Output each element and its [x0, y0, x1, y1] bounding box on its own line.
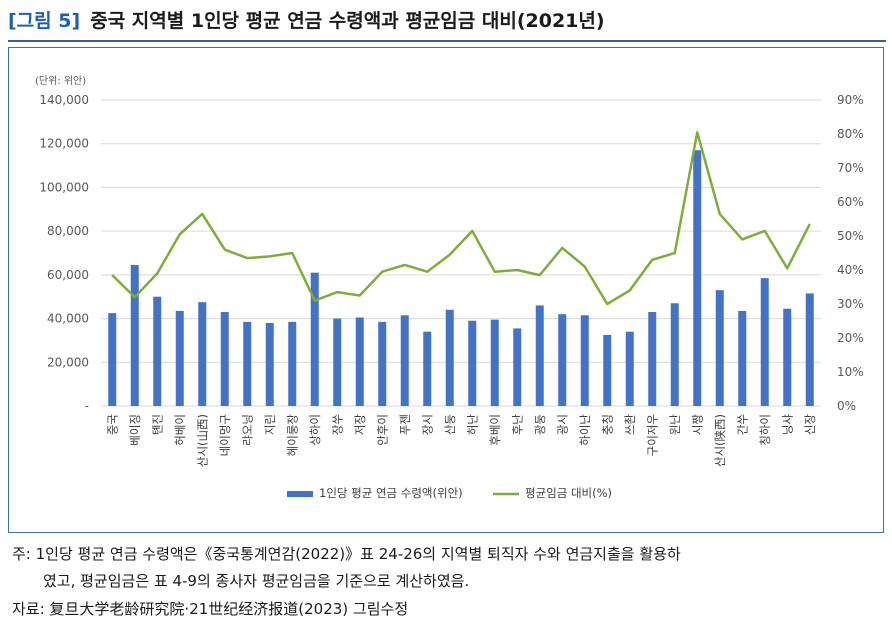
bar — [580, 315, 589, 406]
bar — [535, 305, 544, 406]
x-category-label: 윈난 — [668, 414, 682, 436]
bar — [468, 320, 477, 406]
bar — [265, 322, 274, 406]
y-left-tick-label: 20,000 — [47, 355, 89, 369]
x-category-label: 간쑤 — [735, 414, 749, 435]
bar — [648, 312, 657, 406]
x-category-label: 산시(陕西) — [713, 414, 727, 467]
y-left-tick-label: 40,000 — [47, 312, 89, 326]
x-category-label: 장시 — [420, 414, 434, 435]
figure-number: [그림 5] — [8, 10, 81, 32]
x-category-label: 쓰촨 — [623, 414, 637, 436]
bar — [783, 308, 792, 406]
x-category-label: 허베이 — [173, 414, 187, 446]
x-category-label: 후난 — [510, 414, 524, 436]
figure-title-text: 중국 지역별 1인당 평균 연금 수령액과 평균임금 대비(2021년) — [90, 10, 605, 32]
y-right-tick-label: 70% — [837, 161, 864, 175]
bar — [243, 321, 252, 406]
title-divider — [8, 40, 886, 42]
x-category-label: 톈진 — [150, 414, 164, 435]
x-category-label: 상하이 — [308, 414, 322, 446]
bar — [153, 296, 162, 406]
chart-frame: (단위: 위안) - 20,000 40,000 60,000 80,000 100,000… — [8, 47, 884, 533]
x-category-label: 중국 — [105, 414, 119, 435]
y-left-tick-label: 140,000 — [39, 93, 89, 107]
y-left-tick-label: 120,000 — [39, 137, 89, 151]
x-category-label: 산둥 — [443, 414, 457, 435]
x-category-label: 랴오닝 — [240, 414, 254, 446]
bar — [760, 278, 769, 406]
bar — [220, 312, 229, 406]
bar — [558, 314, 567, 406]
bar — [198, 302, 207, 406]
legend-line-label: 평균임금 대비(%) — [525, 486, 612, 500]
bar — [625, 331, 634, 406]
chart-svg: (단위: 위안) - 20,000 40,000 60,000 80,000 100,000… — [35, 74, 864, 500]
x-category-label: 산시(山西) — [195, 414, 209, 467]
y-right-tick-label: 30% — [837, 297, 864, 311]
y-left-tick-label: 100,000 — [39, 180, 89, 194]
bar — [738, 310, 747, 406]
bar — [175, 310, 184, 406]
unit-label: (단위: 위안) — [35, 74, 86, 87]
bar — [378, 321, 387, 406]
bar — [400, 315, 409, 406]
y-right-tick-label: 0% — [837, 399, 856, 413]
y-right-tick-label: 60% — [837, 195, 864, 209]
bar — [423, 331, 432, 406]
x-category-label: 광둥 — [533, 414, 547, 435]
bar — [490, 319, 499, 406]
x-category-label: 충칭 — [600, 414, 614, 435]
x-category-label: 시짱 — [690, 414, 704, 436]
ratio-line — [111, 131, 811, 306]
x-category-label: 지린 — [263, 414, 277, 435]
y-right-tick-label: 40% — [837, 263, 864, 277]
note-line-1: 주: 1인당 평균 연금 수령액은《중국통계연감(2022)》표 24-26의 … — [12, 545, 681, 563]
y-right-tick-label: 50% — [837, 229, 864, 243]
bar — [445, 309, 454, 406]
x-category-label: 신장 — [803, 414, 817, 436]
source-line: 자료: 复旦大学老龄研究院·21世纪经济报道(2023) 그림수정 — [12, 600, 409, 618]
legend-bar-swatch — [287, 491, 313, 497]
x-category-label: 저장 — [353, 414, 367, 436]
bar — [333, 318, 342, 406]
x-category-label: 후베이 — [488, 414, 502, 446]
x-category-label: 하이난 — [578, 414, 592, 446]
bar — [310, 272, 319, 406]
bar — [108, 313, 117, 406]
bar — [513, 328, 522, 406]
legend-bar-label: 1인당 평균 연금 수령액(위안) — [319, 486, 463, 500]
bar — [670, 303, 679, 406]
y-right-tick-label: 10% — [837, 365, 864, 379]
y-left-tick-label: - — [85, 399, 89, 413]
bar — [355, 317, 364, 406]
x-category-label: 광시 — [555, 414, 569, 435]
y-right-tick-label: 90% — [837, 93, 864, 107]
figure-title: [그림 5] 중국 지역별 1인당 평균 연금 수령액과 평균임금 대비(202… — [8, 6, 605, 33]
bar — [715, 290, 724, 406]
x-category-label: 헤이룽장 — [285, 414, 299, 457]
bar — [603, 334, 612, 406]
x-category-label: 칭하이 — [758, 414, 772, 446]
x-category-label: 닝샤 — [780, 414, 794, 436]
note-line-2: 였고, 평균임금은 표 4-9의 종사자 평균임금을 기준으로 계산하였음. — [43, 572, 470, 590]
y-left-tick-label: 80,000 — [47, 224, 89, 238]
bar — [130, 265, 139, 406]
x-category-label: 네이멍구 — [218, 414, 232, 456]
x-category-label: 허난 — [465, 414, 479, 436]
bar — [288, 321, 297, 406]
x-category-label: 장쑤 — [330, 414, 344, 435]
x-category-label: 안후이 — [375, 414, 389, 446]
bar — [693, 150, 702, 406]
x-category-label: 푸젠 — [398, 414, 412, 435]
x-category-label: 구이저우 — [645, 414, 659, 456]
y-right-tick-label: 20% — [837, 331, 864, 345]
y-right-tick-label: 80% — [837, 127, 864, 141]
y-left-tick-label: 60,000 — [47, 268, 89, 282]
bar — [805, 293, 814, 406]
x-category-label: 베이징 — [128, 414, 142, 446]
